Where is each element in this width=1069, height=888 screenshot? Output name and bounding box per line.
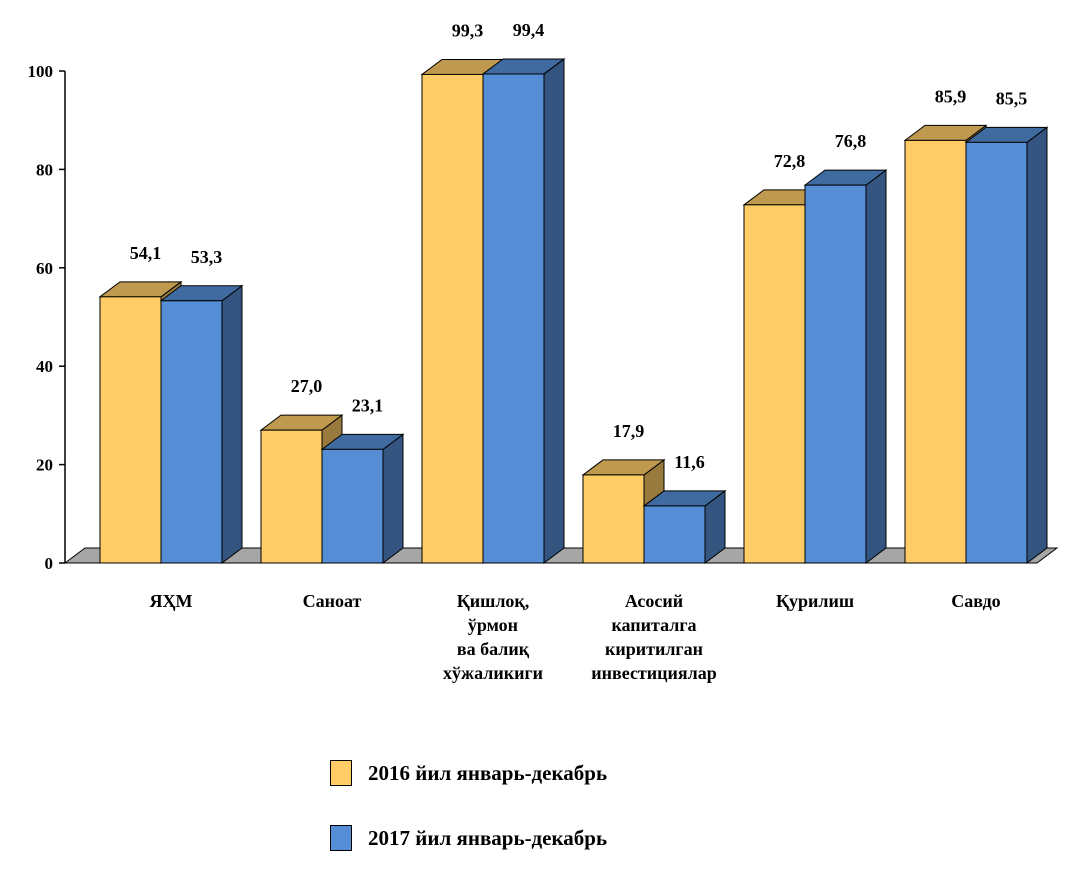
legend-label-2016: 2016 йил январь-декабрь <box>368 760 608 785</box>
bar <box>320 433 405 564</box>
bar-front <box>321 448 384 564</box>
y-tick-label: 0 <box>45 554 54 573</box>
bar-front <box>160 300 223 564</box>
x-tick-label-line: хўжаликиги <box>443 663 543 683</box>
bar <box>481 57 566 564</box>
y-tick-label: 100 <box>28 62 54 81</box>
data-label: 23,1 <box>352 395 384 415</box>
bar-side <box>543 57 565 564</box>
bar-front <box>260 429 323 564</box>
x-tick-label-line: капиталга <box>611 615 696 635</box>
x-tick-label-line: Савдо <box>951 591 1000 611</box>
y-tick-label: 40 <box>36 357 53 376</box>
x-tick-label-line: ва балиқ <box>457 639 530 659</box>
data-label: 11,6 <box>674 452 705 472</box>
y-tick-label: 80 <box>36 160 53 179</box>
data-label: 99,3 <box>452 20 484 40</box>
bar-side <box>382 433 404 564</box>
bar-side <box>1026 126 1048 564</box>
bar <box>642 489 727 564</box>
data-label: 53,3 <box>191 247 223 267</box>
x-tick-label-line: Қурилиш <box>776 591 854 611</box>
x-tick-label: ЯҲМ <box>150 591 193 611</box>
bar-front <box>421 73 484 564</box>
legend-label-2017: 2017 йил январь-декабрь <box>368 825 608 850</box>
bar-front <box>804 184 867 564</box>
data-label: 72,8 <box>774 151 806 171</box>
x-tick-label-line: киритилган <box>605 639 703 659</box>
data-label: 76,8 <box>835 131 867 151</box>
legend-swatch-2017 <box>330 825 352 851</box>
legend: 2016 йил январь-декабрь 2017 йил январь-… <box>330 758 607 888</box>
bar-front <box>482 73 545 564</box>
data-label: 54,1 <box>130 243 162 263</box>
y-tick-label: 60 <box>36 259 53 278</box>
bar-chart: 0 20 40 60 80 100 54,1 53,3 ЯҲМ 27,0 23,1 Саноат 99… <box>28 20 1059 683</box>
x-tick-label-line: ЯҲМ <box>150 591 193 611</box>
bar <box>964 126 1049 564</box>
x-tick-label-line: ўрмон <box>468 615 518 635</box>
x-tick-label: Асосий капиталга киритилган инвестициялар <box>591 591 716 683</box>
legend-item-2016: 2016 йил январь-декабрь <box>330 758 607 788</box>
bar-front <box>965 141 1028 564</box>
x-tick-label: Саноат <box>303 591 362 611</box>
data-label: 85,5 <box>996 88 1028 108</box>
x-tick-label-line: Саноат <box>303 591 362 611</box>
legend-item-2017: 2017 йил январь-декабрь <box>330 823 607 853</box>
bar-front <box>643 505 706 564</box>
x-tick-label: Савдо <box>951 591 1000 611</box>
bar-front <box>743 204 806 564</box>
y-tick-label: 20 <box>36 456 53 475</box>
x-tick-label: Қурилиш <box>776 591 854 611</box>
x-tick-label-line: Қишлоқ, <box>457 591 530 611</box>
x-tick-label-line: инвестициялар <box>591 663 716 683</box>
bar-front <box>904 139 967 564</box>
data-label: 27,0 <box>291 376 323 396</box>
x-tick-label: Қишлоқ, ўрмон ва балиқ хўжаликиги <box>443 591 543 683</box>
bar-front <box>99 296 162 564</box>
bar-side <box>221 284 243 564</box>
bar <box>803 169 888 564</box>
x-tick-label-line: Асосий <box>625 591 683 611</box>
data-label: 99,4 <box>513 20 545 40</box>
data-label: 17,9 <box>613 421 645 441</box>
legend-swatch-2016 <box>330 760 352 786</box>
data-label: 85,9 <box>935 86 967 106</box>
bar-front <box>582 474 645 564</box>
bar-side <box>865 169 887 564</box>
bar <box>159 284 244 564</box>
